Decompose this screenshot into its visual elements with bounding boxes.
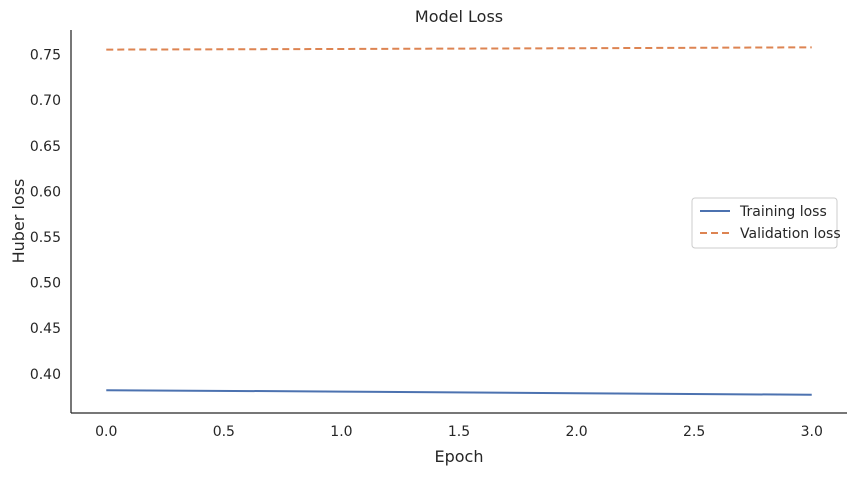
- x-axis-ticks: 0.0 0.5 1.0 1.5 2.0 2.5 3.0: [95, 424, 823, 440]
- x-axis-label: Epoch: [435, 447, 484, 466]
- validation-loss-line: [106, 46, 812, 51]
- legend-label-training: Training loss: [739, 204, 827, 220]
- x-tick-label: 0.0: [95, 424, 117, 440]
- training-loss-line: [106, 389, 812, 396]
- legend-label-validation: Validation loss: [740, 226, 841, 242]
- y-tick-label: 0.65: [30, 139, 61, 155]
- y-tick-label: 0.40: [30, 367, 61, 383]
- y-axis-label: Huber loss: [9, 179, 28, 264]
- y-tick-label: 0.45: [30, 321, 61, 337]
- x-tick-label: 3.0: [801, 424, 823, 440]
- chart-title: Model Loss: [415, 7, 503, 26]
- x-tick-label: 1.5: [448, 424, 470, 440]
- y-tick-label: 0.60: [30, 184, 61, 200]
- series-layer: [106, 46, 812, 396]
- y-tick-label: 0.55: [30, 230, 61, 246]
- y-tick-label: 0.75: [30, 48, 61, 64]
- x-tick-label: 2.5: [683, 424, 705, 440]
- x-tick-label: 0.5: [213, 424, 235, 440]
- x-tick-label: 1.0: [330, 424, 352, 440]
- y-tick-label: 0.70: [30, 93, 61, 109]
- y-axis-ticks: 0.40 0.45 0.50 0.55 0.60 0.65 0.70 0.75: [30, 48, 61, 383]
- x-tick-label: 2.0: [565, 424, 587, 440]
- y-tick-label: 0.50: [30, 276, 61, 292]
- legend: Training loss Validation loss: [691, 197, 841, 249]
